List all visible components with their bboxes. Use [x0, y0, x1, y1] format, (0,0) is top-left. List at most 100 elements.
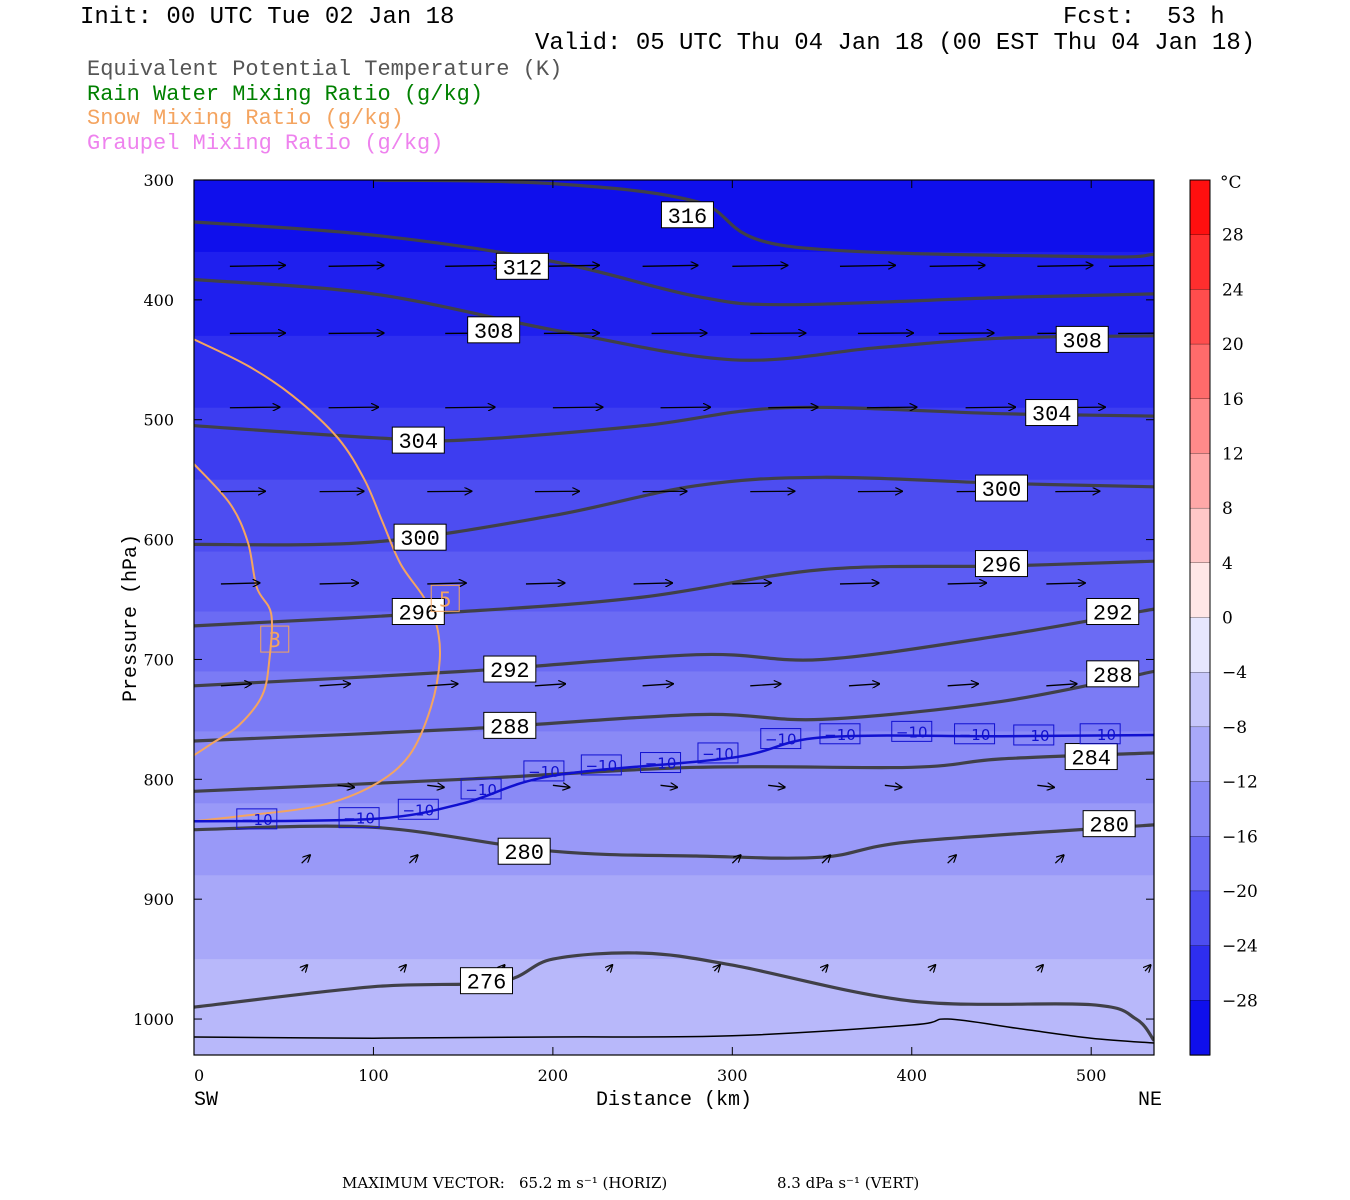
theta-e-label: 276 [467, 971, 507, 996]
wind-vector [427, 583, 466, 584]
colorbar-segment [1189, 179, 1211, 236]
temperature-band [194, 611, 1154, 673]
theta-e-contour-line [194, 751, 1154, 793]
colorbar-segment [1189, 836, 1211, 892]
colorbar-segment [1189, 726, 1211, 783]
colorbar-segment [1189, 562, 1211, 619]
y-tick-label: 1000 [133, 1010, 174, 1029]
colorbar: °C 28 24 20 16 12 8 4 0 −4 −8 −12 −16 −20 −24 −28 [1189, 173, 1258, 1056]
wind-vector [1037, 265, 1092, 266]
theta-e-label-box [391, 426, 445, 454]
isotherm-label-box [397, 798, 439, 820]
theta-e-label: 308 [1062, 329, 1102, 354]
theta-e-label-box [497, 837, 551, 865]
wind-vector [229, 265, 285, 266]
isotherm-label: −10 [465, 781, 497, 799]
wind-vector [1046, 684, 1076, 686]
wind-vector [768, 785, 785, 787]
theta-e-label-box [459, 967, 513, 995]
colorbar-tick-label: −20 [1222, 882, 1258, 902]
theta-e-label: 316 [668, 205, 708, 230]
wind-vector [319, 583, 359, 584]
temperature-band [194, 959, 1154, 1055]
wind-vector [642, 265, 698, 266]
theta-e-contour-line [194, 277, 1154, 362]
snow-contour-inner [194, 463, 274, 757]
wind-vector [821, 855, 830, 864]
isotherm-label: −10 [959, 726, 991, 744]
theta-e-label-box [660, 201, 714, 229]
y-tick-label: 700 [143, 650, 174, 669]
snow-label-box [260, 625, 290, 653]
isotherm-label: −10 [702, 745, 734, 763]
colorbar-segment [1189, 890, 1211, 947]
theta-e-label-box [483, 711, 537, 739]
wind-vector [866, 407, 917, 408]
wind-vector [1037, 965, 1043, 971]
snow-label: 5 [439, 587, 452, 611]
y-tick-label: 400 [143, 291, 174, 310]
wind-vector [543, 265, 599, 266]
theta-e-contour-line [373, 180, 1154, 259]
colorbar-frame [1189, 179, 1211, 1056]
theta-e-label: 304 [398, 430, 438, 455]
temperature-band [194, 335, 1154, 409]
isotherm-label: −10 [343, 810, 375, 828]
y-axis-label: Pressure (hPa) [120, 534, 143, 702]
contour-labels: 316 312 308 308 304 304 300 300 296 296 292 292 288 2… [236, 201, 1140, 996]
isotherm-contour [194, 733, 1154, 823]
forecast-hour: 53 h [1167, 4, 1225, 31]
wind-vector [302, 965, 308, 971]
colorbar-tick-label: 8 [1222, 499, 1233, 519]
theta-e-label-box [974, 474, 1028, 502]
wind-vector [633, 583, 673, 584]
isotherm-label-box [1079, 723, 1121, 745]
x-axis-label: Distance (km) [596, 1089, 752, 1112]
isotherm-label: −10 [585, 757, 617, 775]
theta-e-label-box [1086, 598, 1140, 626]
colorbar-tick-label: −12 [1222, 773, 1258, 793]
theta-e-label: 288 [490, 715, 530, 740]
legend-theta-e: Equivalent Potential Temperature (K) [87, 57, 563, 82]
wind-vectors [220, 265, 1154, 971]
wind-vector [427, 684, 457, 686]
snow-label: 3 [268, 628, 281, 652]
theta-e-label: 292 [490, 659, 530, 684]
colorbar-segment [1189, 234, 1211, 291]
x-tick-label: 0 [194, 1066, 204, 1085]
wind-vector [328, 407, 379, 408]
surface-line [194, 1018, 1154, 1044]
theta-e-label: 280 [1089, 814, 1129, 839]
temperature-band [194, 671, 1154, 733]
theta-e-label: 308 [474, 320, 514, 345]
x-tick-label: 500 [1076, 1066, 1107, 1085]
wind-vector [1037, 785, 1054, 787]
sw-label: SW [194, 1089, 218, 1112]
colorbar-tick-label: 28 [1222, 226, 1244, 246]
wind-vector [607, 965, 613, 971]
wind-vector [229, 407, 280, 408]
theta-e-label: 288 [1093, 664, 1133, 689]
theta-e-contour-line [194, 220, 1154, 307]
y-tick-label: 300 [143, 171, 174, 190]
wind-vector [768, 407, 818, 408]
wind-vector [1145, 965, 1151, 971]
colorbar-segment [1189, 617, 1211, 673]
colorbar-segment [1189, 289, 1211, 345]
theta-e-label: 304 [1032, 403, 1072, 428]
isotherm-label: −10 [896, 723, 928, 741]
isotherm-minus10-line [194, 733, 1154, 823]
wind-vector [732, 265, 787, 266]
colorbar-tick-label: −28 [1222, 991, 1258, 1011]
isotherm-label: −10 [824, 726, 856, 744]
isotherm-label-box [697, 742, 739, 764]
colorbar-tick-label: 0 [1222, 609, 1233, 629]
wind-vector [319, 684, 350, 686]
y-tick-label: 800 [143, 770, 174, 789]
x-tick-label: 100 [358, 1066, 389, 1085]
isotherm-label: −10 [1018, 727, 1050, 745]
isotherm-label-box [1013, 724, 1055, 746]
wind-vector [839, 583, 879, 584]
theta-e-label-box [1082, 810, 1136, 838]
wind-vector [947, 684, 978, 686]
